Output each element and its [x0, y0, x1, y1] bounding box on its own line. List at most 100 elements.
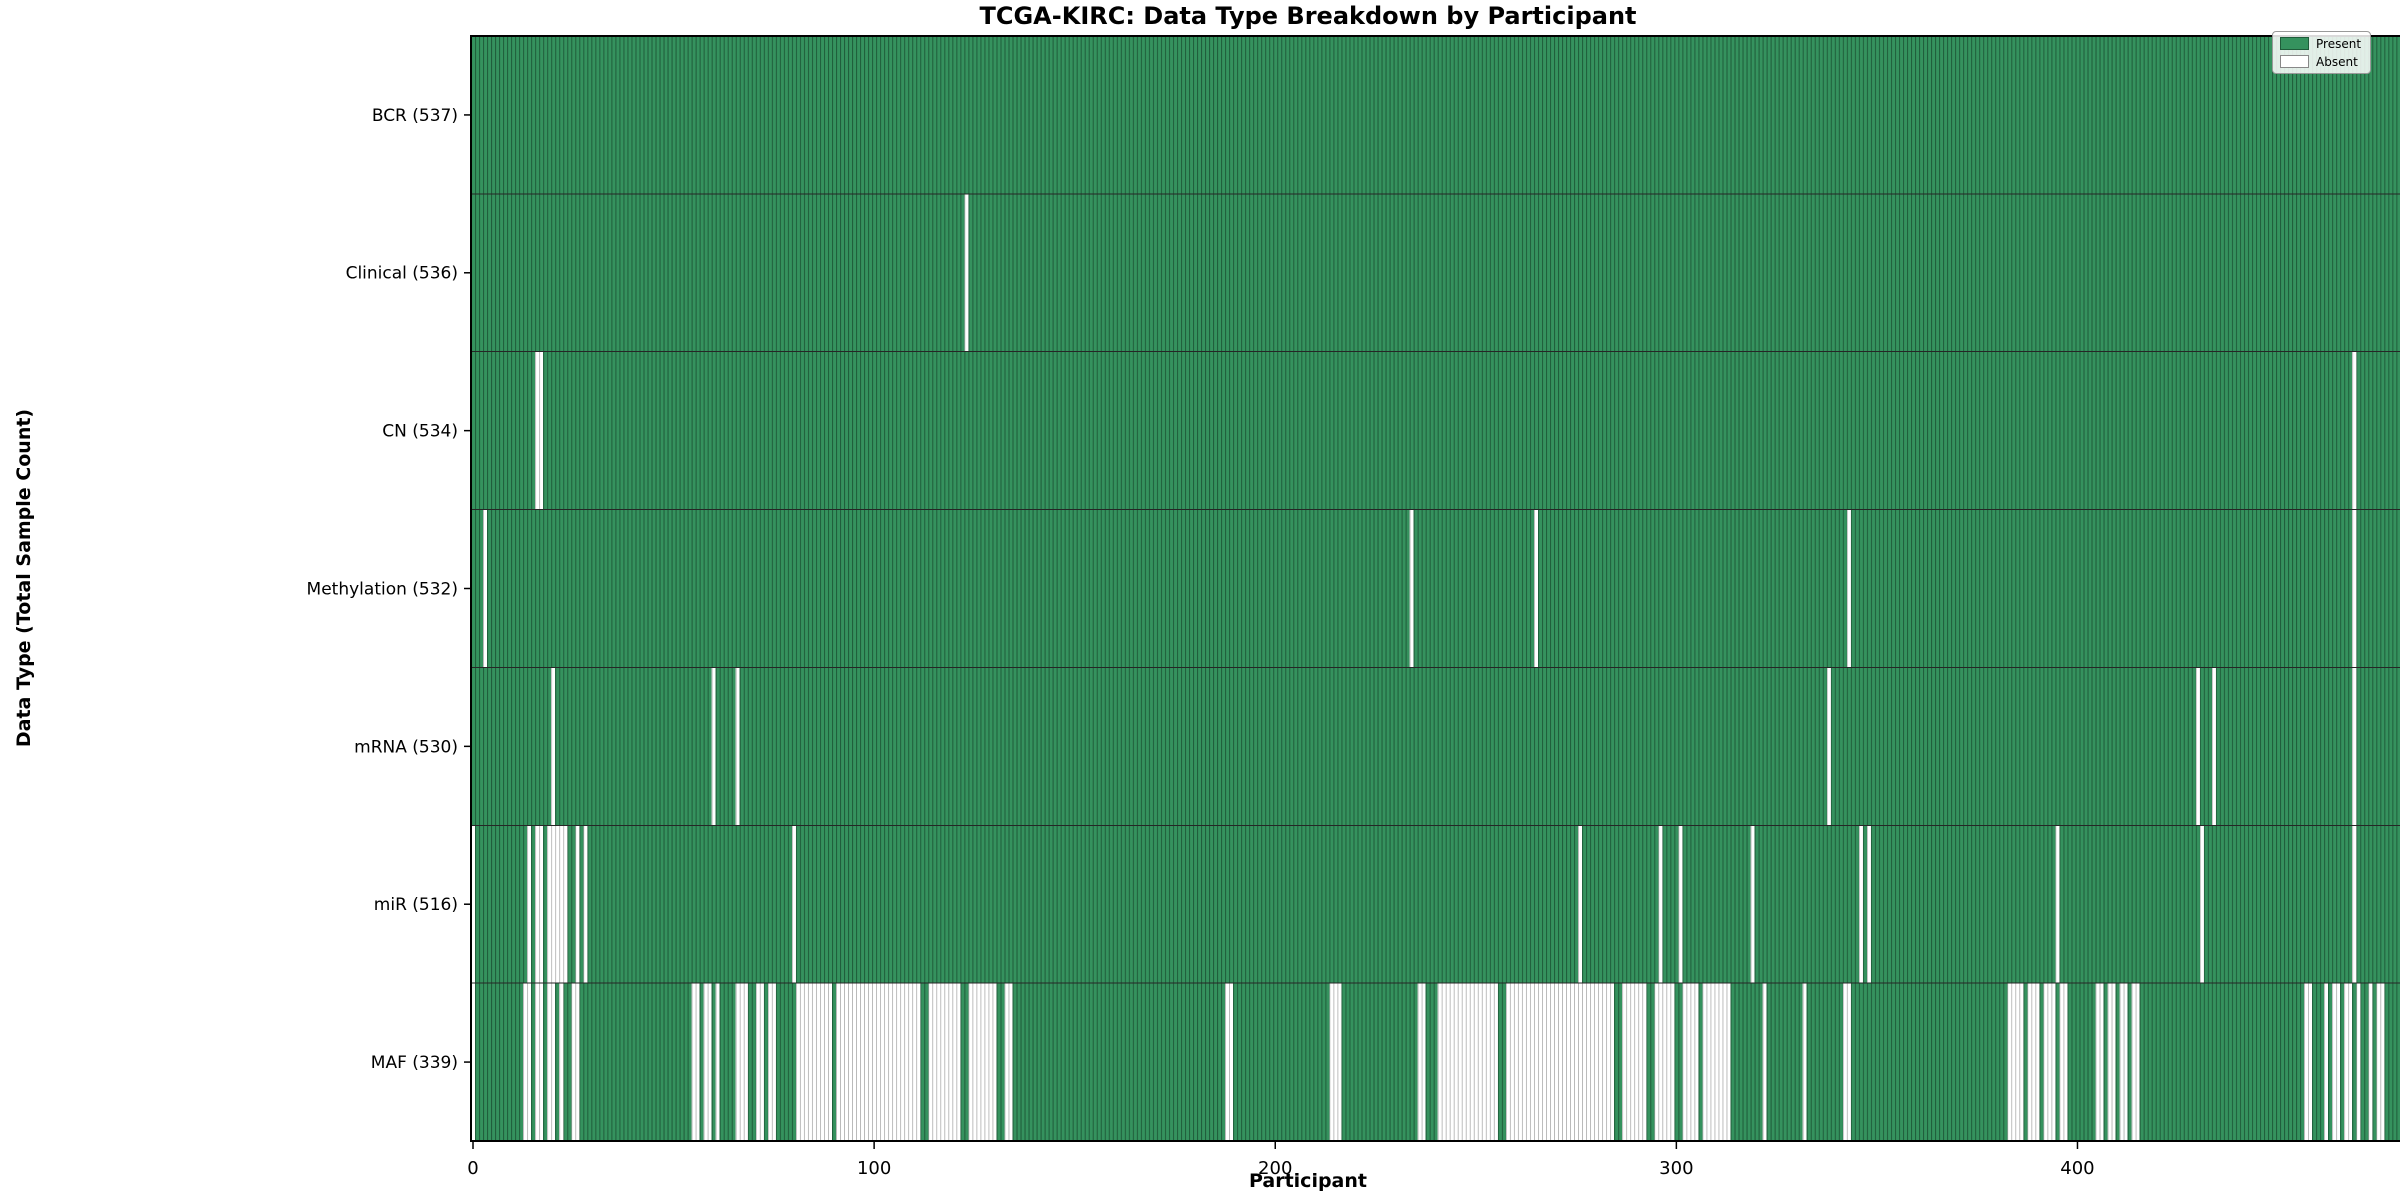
- presence-row-clinical: [471, 193, 2400, 352]
- absent-band: [2352, 667, 2357, 826]
- absent-band: [2368, 983, 2373, 1141]
- legend-entry-present: Present: [2280, 37, 2361, 50]
- legend: Present Absent: [2272, 31, 2372, 74]
- absent-band: [703, 983, 712, 1141]
- plot-area: 0100200300400500BCR (537)Clinical (536)C…: [307, 35, 2400, 1179]
- y-tick-label: BCR (537): [372, 106, 458, 126]
- absent-band: [547, 983, 556, 1141]
- absent-band: [1702, 983, 1731, 1141]
- absent-band: [2332, 983, 2341, 1141]
- absent-band: [1654, 983, 1675, 1141]
- absent-band: [2043, 983, 2056, 1141]
- x-tick-label: 0: [467, 1158, 478, 1179]
- absent-band: [2324, 983, 2329, 1141]
- x-axis-label: Participant: [1248, 1170, 1367, 1192]
- absent-band: [2055, 825, 2060, 984]
- absent-band: [2007, 983, 2024, 1141]
- absent-band: [535, 351, 544, 510]
- absent-band: [715, 983, 720, 1141]
- absent-band: [2352, 825, 2357, 984]
- absent-band: [1826, 667, 1831, 826]
- absent-band: [1417, 983, 1426, 1141]
- absent-band: [1437, 983, 1498, 1141]
- absent-band: [2107, 983, 2116, 1141]
- absent-band: [2059, 983, 2068, 1141]
- absent-band: [551, 667, 556, 826]
- absent-band: [2211, 667, 2216, 826]
- absent-band: [968, 983, 997, 1141]
- chart-title: TCGA-KIRC: Data Type Breakdown by Partic…: [979, 2, 1637, 30]
- absent-band: [2352, 351, 2357, 510]
- absent-band: [791, 825, 796, 984]
- y-tick-label: Clinical (536): [346, 264, 458, 284]
- absent-band: [1578, 825, 1583, 984]
- absent-band: [571, 983, 580, 1141]
- legend-present-swatch: [2280, 37, 2309, 50]
- absent-band: [2131, 983, 2140, 1141]
- absent-band: [471, 825, 476, 984]
- absent-band: [1866, 825, 1871, 984]
- legend-absent-swatch: [2280, 55, 2309, 68]
- absent-band: [535, 983, 544, 1141]
- legend-absent-label: Absent: [2316, 54, 2358, 69]
- x-tick-label: 300: [1659, 1158, 1693, 1179]
- absent-band: [928, 983, 961, 1141]
- absent-band: [527, 825, 532, 984]
- absent-band: [2199, 825, 2204, 984]
- absent-band: [523, 983, 532, 1141]
- x-tick-label: 100: [857, 1158, 891, 1179]
- absent-band: [2344, 983, 2353, 1141]
- absent-band: [535, 825, 544, 984]
- absent-band: [1225, 983, 1234, 1141]
- absent-band: [583, 825, 588, 984]
- absent-band: [1682, 983, 1699, 1141]
- absent-band: [547, 825, 568, 984]
- absent-band: [2376, 983, 2385, 1141]
- absent-band: [471, 983, 476, 1141]
- absent-band: [1505, 983, 1615, 1141]
- absent-band: [711, 667, 716, 826]
- absent-band: [1658, 825, 1663, 984]
- absent-band: [1802, 983, 1807, 1141]
- legend-entry-absent: Absent: [2280, 55, 2361, 68]
- absent-band: [767, 983, 776, 1141]
- absent-band: [1329, 983, 1342, 1141]
- absent-band: [1533, 509, 1538, 668]
- absent-band: [2095, 983, 2104, 1141]
- absent-band: [1846, 509, 1851, 668]
- presence-row-methylation: [471, 509, 2400, 668]
- absent-band: [2352, 509, 2357, 668]
- absent-band: [1750, 825, 1755, 984]
- absent-band: [964, 193, 969, 352]
- y-tick-label: miR (516): [374, 895, 458, 915]
- absent-band: [836, 983, 921, 1141]
- absent-band: [1622, 983, 1647, 1141]
- absent-band: [559, 983, 564, 1141]
- absent-band: [735, 983, 748, 1141]
- y-tick-label: Methylation (532): [307, 579, 458, 599]
- x-tick-label: 200: [1258, 1158, 1292, 1179]
- x-tick-label: 400: [2060, 1158, 2094, 1179]
- absent-band: [1004, 983, 1013, 1141]
- absent-band: [755, 983, 764, 1141]
- presence-row-maf: [471, 983, 2400, 1141]
- absent-band: [795, 983, 833, 1141]
- absent-band: [2027, 983, 2040, 1141]
- presence-row-cn: [471, 351, 2400, 510]
- y-tick-label: MAF (339): [371, 1053, 458, 1073]
- absent-band: [691, 983, 700, 1141]
- y-tick-label: CN (534): [382, 422, 458, 442]
- absent-band: [1842, 983, 1851, 1141]
- absent-band: [2195, 667, 2200, 826]
- y-axis-label: Data Type (Total Sample Count): [13, 408, 35, 748]
- absent-band: [1409, 509, 1414, 668]
- absent-band: [2356, 983, 2361, 1141]
- absent-band: [735, 667, 740, 826]
- absent-band: [1858, 825, 1863, 984]
- absent-band: [2119, 983, 2128, 1141]
- absent-band: [483, 509, 488, 668]
- y-tick-label: mRNA (530): [354, 737, 458, 757]
- absent-band: [1762, 983, 1767, 1141]
- presence-row-mrna: [471, 667, 2400, 826]
